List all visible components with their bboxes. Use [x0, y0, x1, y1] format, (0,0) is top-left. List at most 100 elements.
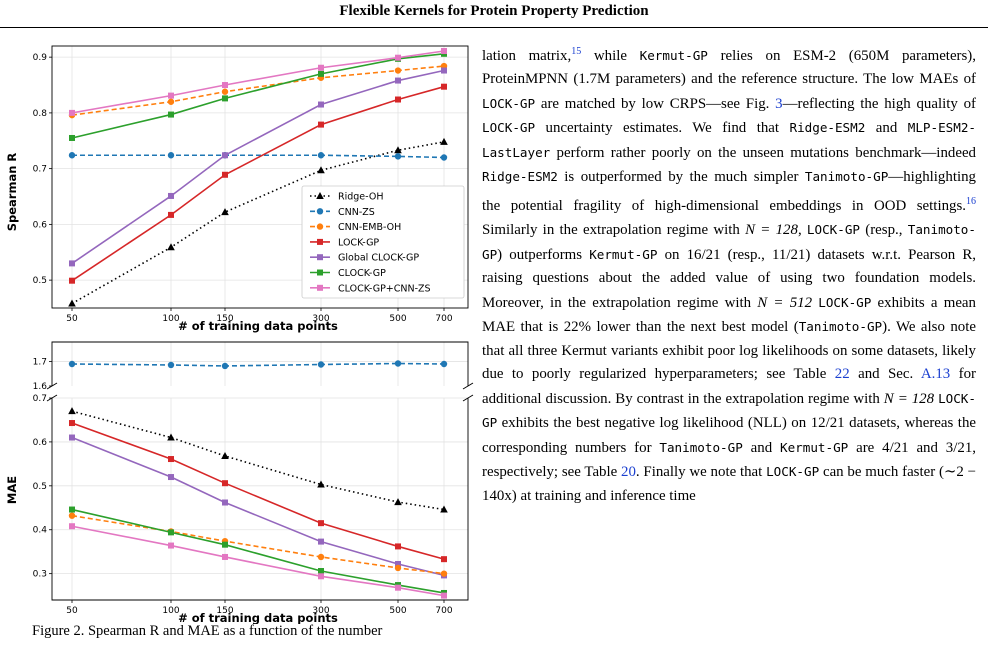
data-point [69, 523, 75, 530]
legend-label: CNN-EMB-OH [338, 222, 401, 233]
data-point [394, 360, 402, 367]
data-point [222, 82, 228, 89]
page-header: Flexible Kernels for Protein Property Pr… [0, 0, 988, 28]
data-point [221, 208, 229, 216]
paper-title: Flexible Kernels for Protein Property Pr… [339, 3, 649, 19]
table-ref[interactable]: 20 [621, 464, 636, 481]
x-tick-label: 150 [216, 606, 233, 616]
data-point [318, 538, 324, 545]
data-point [318, 573, 324, 580]
data-point [69, 277, 75, 284]
data-point [441, 83, 447, 90]
legend-label: LOCK-GP [338, 237, 379, 248]
legend-label: CLOCK-GP+CNN-ZS [338, 283, 431, 294]
legend-marker [316, 223, 324, 230]
data-point [167, 98, 175, 105]
data-point [68, 360, 76, 368]
data-point [395, 584, 401, 591]
y-tick-label: 0.5 [33, 276, 47, 286]
data-point [68, 299, 76, 307]
x-tick-label: 700 [435, 314, 452, 324]
body-paragraph: lation matrix,15 while Kermut-GP relies … [482, 46, 977, 504]
data-point [394, 67, 402, 74]
footnote-ref[interactable]: 15 [571, 46, 582, 57]
series-line-clock-gp [71, 53, 445, 139]
data-point [221, 362, 229, 370]
data-point [318, 101, 324, 108]
data-point [69, 134, 75, 141]
data-point [69, 109, 75, 116]
data-point [317, 361, 325, 368]
data-point [395, 96, 401, 103]
data-point [168, 456, 174, 463]
data-point [168, 529, 174, 536]
data-point [440, 360, 448, 368]
data-point [69, 420, 75, 427]
y-tick-label: 0.6 [33, 220, 48, 230]
data-point [317, 166, 325, 174]
data-point [318, 70, 324, 77]
legend-label: Global CLOCK-GP [338, 253, 419, 264]
legend-marker [317, 254, 323, 261]
data-point [221, 451, 229, 459]
data-point [168, 542, 174, 549]
data-point [318, 568, 324, 575]
data-point [69, 506, 75, 513]
x-tick-label: 700 [435, 606, 452, 616]
series-line-cnn-zs [72, 154, 445, 159]
series-line-cnn-emb-oh [71, 514, 445, 575]
y-tick-label: 0.7 [33, 165, 47, 175]
legend-marker [316, 192, 324, 199]
legend-marker [317, 238, 323, 245]
data-point [318, 520, 324, 527]
legend-marker [317, 269, 323, 276]
x-tick-label: 100 [162, 606, 179, 616]
data-point [222, 553, 228, 560]
data-point [395, 543, 401, 550]
data-point [222, 541, 228, 548]
y-tick-label: 0.5 [33, 482, 47, 492]
data-point [222, 95, 228, 102]
legend: Ridge-OH CNN-ZS CNN-EMB-OH LOCK-GP Global CL… [301, 185, 465, 299]
figure-ref[interactable]: 3 [775, 95, 783, 112]
series-line-clock-gp [71, 508, 445, 594]
footnote-ref[interactable]: 16 [966, 195, 976, 207]
data-point [167, 433, 175, 441]
data-point [441, 67, 447, 74]
legend-label: Ridge-OH [338, 192, 383, 203]
series-line-lock-gp [71, 422, 445, 560]
x-tick-label: 500 [389, 314, 406, 324]
y-tick-label: 0.8 [33, 109, 48, 119]
legend-label: CLOCK-GP [338, 268, 386, 279]
data-point [168, 92, 174, 99]
series-line-cnn-zs [71, 362, 445, 367]
figure-caption: Figure 2. Spearman R and MAE as a functi… [32, 623, 383, 639]
data-point [222, 152, 228, 159]
y-tick-label: 0.6 [33, 438, 48, 448]
data-point [395, 77, 401, 84]
data-point [394, 498, 402, 506]
data-point [441, 592, 447, 599]
data-point [68, 152, 76, 159]
series-line-global-clock-gp [71, 436, 445, 577]
x-tick-label: 50 [66, 314, 78, 324]
series-line-cnn-emb-oh [71, 65, 445, 116]
data-point [318, 121, 324, 128]
data-point [222, 499, 228, 506]
data-point [395, 560, 401, 567]
x-tick-label: 500 [389, 606, 406, 616]
table-ref[interactable]: 22 [834, 366, 850, 383]
data-point [168, 211, 174, 218]
y-tick-label: 0.3 [33, 570, 47, 580]
data-point [395, 54, 401, 61]
mae-chart: 1.61.70.70.60.50.40.3 50 100 150 300 500 700 … [5, 341, 474, 624]
section-ref[interactable]: A.13 [920, 366, 951, 383]
data-point [317, 553, 325, 561]
data-point [222, 480, 228, 487]
series-line-lock-gp [71, 85, 445, 282]
data-point [68, 407, 76, 415]
y-tick-label: 0.4 [33, 526, 48, 536]
data-point [167, 152, 175, 159]
data-point [394, 146, 402, 154]
data-point [167, 361, 175, 369]
